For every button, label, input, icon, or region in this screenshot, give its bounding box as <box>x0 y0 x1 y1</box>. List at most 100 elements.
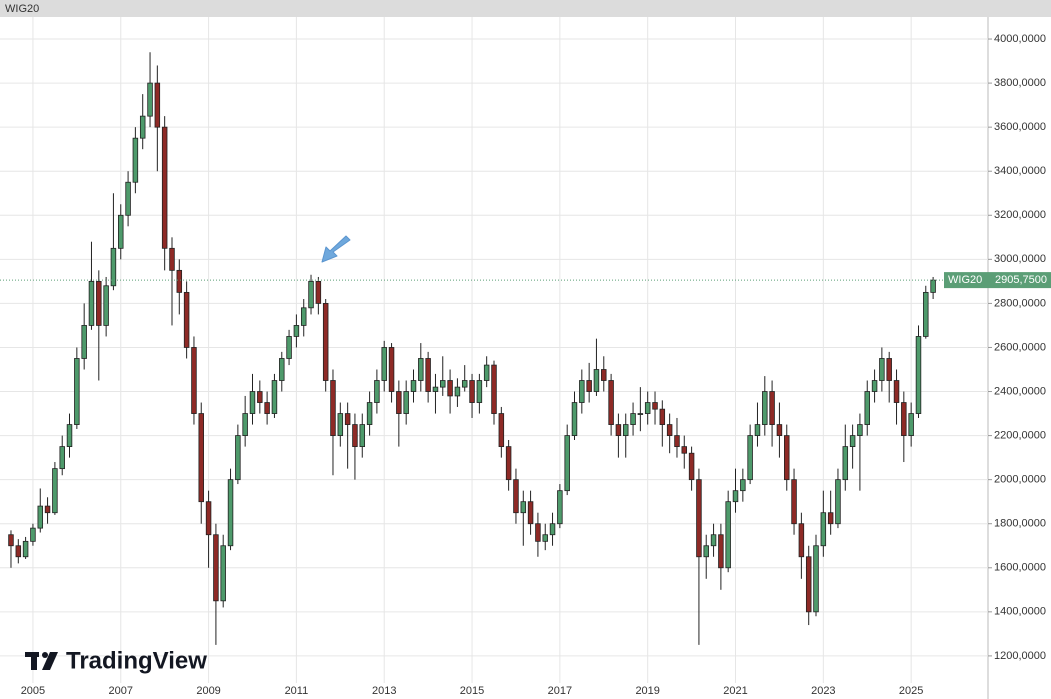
candle-body <box>271 380 278 414</box>
candle-body <box>118 214 124 249</box>
candle-body <box>44 505 51 514</box>
candle-body <box>308 280 314 309</box>
candle-body <box>535 523 541 542</box>
candles <box>8 52 936 645</box>
candle-body <box>879 358 885 381</box>
candle-body <box>776 424 783 436</box>
candle-body <box>52 468 58 514</box>
arrow-annotation <box>321 235 351 263</box>
logo-icon <box>42 652 48 658</box>
candle-body <box>769 391 775 425</box>
y-tick-label: 2800,0000 <box>994 297 1046 309</box>
y-tick-label: 2400,0000 <box>994 385 1046 397</box>
candle-body <box>784 435 790 481</box>
y-tick-label: 3600,0000 <box>994 121 1046 133</box>
candle-body <box>710 534 717 547</box>
x-tick-label: 2005 <box>21 685 45 697</box>
candle-body <box>893 380 900 403</box>
candle-body <box>103 285 109 326</box>
candle-body <box>279 358 285 381</box>
candle-body <box>696 479 702 558</box>
candle-body <box>213 534 219 602</box>
candle-body <box>564 435 570 492</box>
candle-body <box>549 523 556 536</box>
x-tick-label: 2007 <box>109 685 133 697</box>
y-tick-label: 1200,0000 <box>994 650 1046 662</box>
logo: TradingView <box>25 647 207 674</box>
y-tick-label: 4000,0000 <box>994 33 1046 45</box>
candle-body <box>571 402 578 436</box>
candle-body <box>461 380 468 388</box>
candle-body <box>183 291 190 348</box>
candle-body <box>59 446 65 470</box>
y-tick-label: 3800,0000 <box>994 77 1046 89</box>
candle-body <box>644 402 651 414</box>
candle-body <box>740 479 746 492</box>
candle-body <box>498 413 505 448</box>
candle-body <box>886 358 892 381</box>
candle-body <box>659 408 666 425</box>
candle-body <box>637 413 644 415</box>
candle-body <box>527 501 534 525</box>
candle-body <box>615 424 622 436</box>
candle-body <box>732 490 739 503</box>
candle-body <box>293 325 300 337</box>
candle-body <box>242 413 248 436</box>
candle-body <box>688 452 695 481</box>
grid <box>0 17 988 683</box>
candle-body <box>396 391 402 414</box>
candle-body <box>447 380 453 397</box>
y-tick-label: 2200,0000 <box>994 429 1046 441</box>
candle-body <box>805 556 812 613</box>
candle-body <box>410 380 417 392</box>
x-tick-label: 2015 <box>460 685 484 697</box>
last-price-tag <box>944 272 1051 289</box>
candle-body <box>381 347 387 381</box>
y-tick-label: 1600,0000 <box>994 562 1046 574</box>
candle-body <box>820 512 827 547</box>
candle-body <box>322 303 329 381</box>
candle-body <box>725 501 731 569</box>
candle-body <box>154 82 161 128</box>
candle-body <box>857 424 863 436</box>
candle-body <box>176 269 183 293</box>
candle-body <box>352 424 358 448</box>
candle-body <box>835 479 841 525</box>
logo-icon <box>42 652 58 670</box>
logo-text: TradingView <box>66 647 207 674</box>
candle-body <box>8 534 14 547</box>
candle-body <box>374 380 380 403</box>
candle-body <box>22 540 29 558</box>
last-price-label: 2905,7500 <box>995 274 1047 286</box>
candle-body <box>586 380 592 392</box>
candle-body <box>762 391 768 425</box>
candle-body <box>608 380 614 425</box>
candle-body <box>476 380 483 403</box>
candle-body <box>520 501 527 514</box>
candle-body <box>74 358 80 425</box>
candle-body <box>300 307 307 326</box>
candle-body <box>257 391 263 403</box>
candle-body <box>469 380 475 403</box>
candle-body <box>344 413 351 425</box>
last-price-series: WIG20 <box>948 274 982 286</box>
candle-body <box>923 291 929 337</box>
candle-body <box>37 505 44 529</box>
candle-body <box>147 82 153 117</box>
candle-body <box>842 446 849 481</box>
candle-body <box>205 501 212 536</box>
candle-body <box>579 380 585 403</box>
candle-body <box>513 479 519 514</box>
candle-body <box>827 512 834 525</box>
candle-body <box>791 479 797 525</box>
candle-body <box>337 413 344 436</box>
candle-body <box>652 402 658 410</box>
candle-body <box>161 126 168 249</box>
candle-body <box>630 413 636 425</box>
candle-body <box>220 545 226 602</box>
candle-body <box>30 527 36 542</box>
candle-body <box>81 325 87 359</box>
candle-body <box>666 424 673 436</box>
candle-body <box>198 413 204 503</box>
